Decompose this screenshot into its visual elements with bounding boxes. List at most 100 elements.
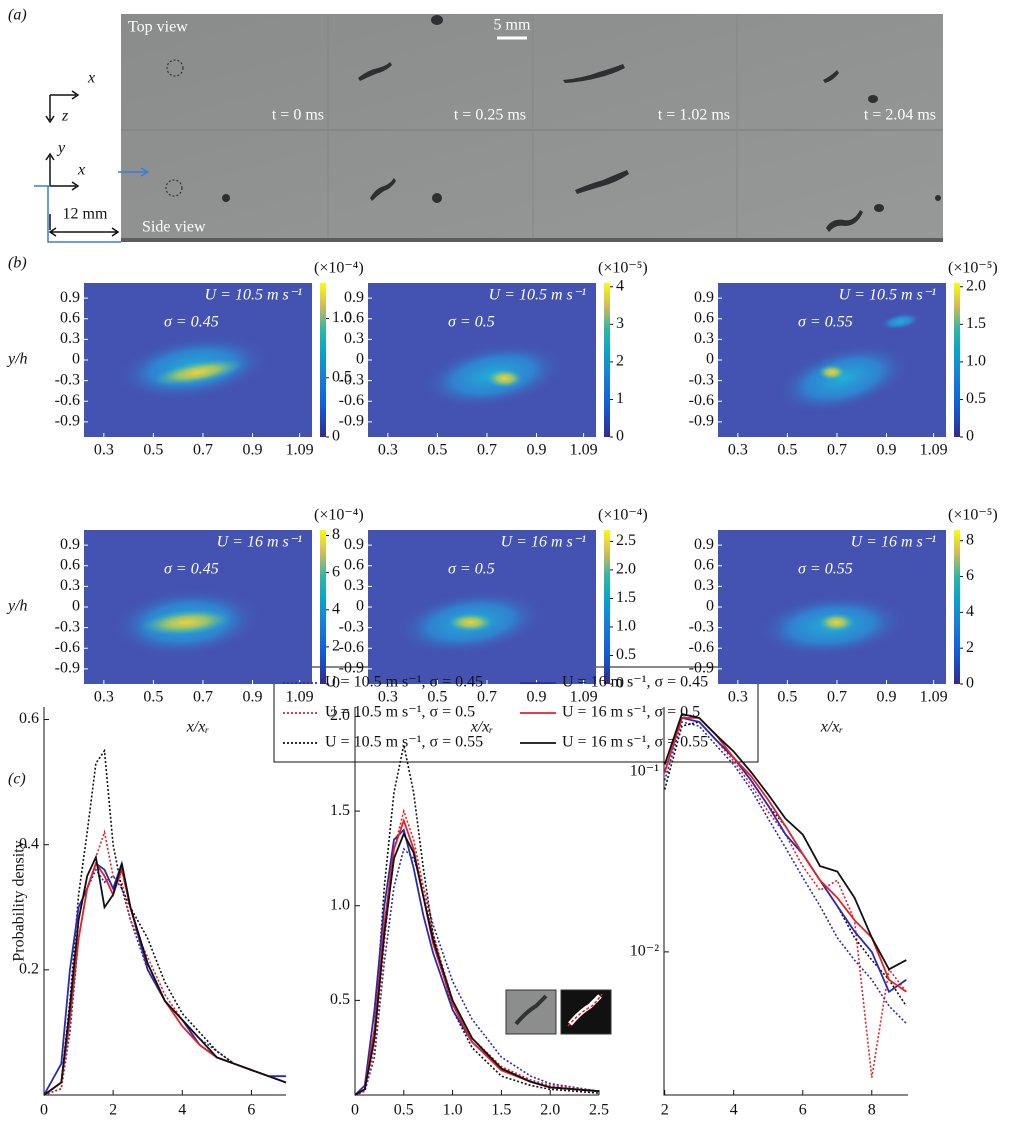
x-tick-label: 0.3	[378, 689, 398, 706]
y-tick-label: 10⁻²	[630, 943, 659, 960]
x-tick-label: 1.09	[286, 442, 314, 459]
series-line	[663, 720, 907, 1024]
y-tick-label: -0.9	[339, 660, 364, 677]
y-tick-label: 0.9	[694, 289, 714, 306]
density-blob	[141, 609, 233, 636]
time-label: t = 0 ms	[272, 107, 324, 124]
x-tick-label: 0.9	[877, 689, 897, 706]
annotation: σ = 0.5	[448, 314, 495, 331]
view-label: Side view	[142, 219, 206, 236]
colorbar-tick-label: 1.0	[616, 618, 636, 635]
colorbar-label: (×10⁻⁵)	[948, 507, 998, 524]
x-axis-label: x/xᵣ	[186, 719, 210, 736]
colorbar-tick-label: 0	[966, 675, 974, 692]
colorbar-tick-label: 2.0	[616, 561, 636, 578]
x-tick-label: 0.3	[728, 689, 748, 706]
coordinate-axes	[45, 90, 120, 237]
x-tick-label: 2.0	[540, 1102, 560, 1119]
x-tick-label: 1.09	[286, 689, 314, 706]
series-line	[663, 721, 907, 1007]
y-tick-label: -0.3	[689, 618, 714, 635]
x-tick-label: 0.3	[94, 689, 114, 706]
y-tick-label: 0.2	[19, 961, 39, 978]
inset-images	[505, 989, 612, 1035]
x-tick-label: 2	[661, 1102, 669, 1119]
y-tick-label: 0.6	[694, 556, 714, 573]
series-line	[354, 847, 600, 1096]
x-axis-label: x/xᵣ	[470, 719, 494, 736]
x-tick-label: 2	[109, 1102, 117, 1119]
time-label: t = 0.25 ms	[454, 107, 526, 124]
legend-label: U = 16 m s⁻¹, σ = 0.5	[562, 704, 700, 721]
panel-label: (b)	[8, 255, 27, 272]
y-tick-label: 0	[706, 351, 714, 368]
x-tick-label: 0.7	[477, 689, 497, 706]
x-tick-label: 1.09	[570, 442, 598, 459]
scale-bar-label: 5 mm	[494, 17, 531, 34]
y-tick-label: 0	[72, 351, 80, 368]
axis-letter: z	[61, 108, 69, 125]
colorbar	[954, 530, 960, 684]
x-tick-label: 0.3	[94, 442, 114, 459]
y-tick-label: -0.6	[339, 392, 364, 409]
x-tick-label: 0.7	[193, 689, 213, 706]
x-tick-label: 1.09	[920, 442, 948, 459]
x-tick-label: 6	[799, 1102, 807, 1119]
x-tick-label: 4	[178, 1102, 186, 1119]
colorbar-label: (×10⁻⁵)	[948, 260, 998, 277]
colorbar-tick-label: 2	[616, 353, 624, 370]
x-tick-label: 1.09	[920, 689, 948, 706]
colorbar-tick-label: 0.5	[332, 368, 352, 385]
x-tick-label: 0.3	[378, 442, 398, 459]
annotation: U = 16 m s⁻¹	[217, 534, 303, 551]
panel-label: (a)	[8, 7, 27, 24]
x-tick-label: 1.09	[570, 689, 598, 706]
density-blob	[880, 313, 921, 330]
x-tick-label: 0.7	[193, 442, 213, 459]
x-tick-label: 4	[730, 1102, 738, 1119]
x-tick-label: 0.7	[827, 442, 847, 459]
annotation: σ = 0.45	[164, 314, 219, 331]
x-tick-label: 1.5	[491, 1102, 511, 1119]
colorbar-label: (×10⁻⁴)	[314, 507, 364, 524]
colorbar-tick-label: 0	[332, 428, 340, 445]
y-tick-label: 0.9	[60, 289, 80, 306]
x-tick-label: 0.3	[728, 442, 748, 459]
axis-line	[43, 707, 286, 1096]
colorbar-tick-label: 1.5	[966, 315, 986, 332]
series-line	[663, 713, 907, 971]
colorbar-tick-label: 6	[332, 563, 340, 580]
series-line	[43, 861, 287, 1096]
series-line	[663, 716, 907, 994]
axis-letter: x	[87, 70, 95, 87]
legend-label: U = 16 m s⁻¹, σ = 0.45	[562, 674, 708, 691]
colorbar-tick-label: 0	[616, 675, 624, 692]
colorbar-tick-label: 4	[332, 600, 340, 617]
photo-strip	[121, 14, 943, 242]
x-tick-label: 0.5	[777, 442, 797, 459]
y-tick-label: 0.3	[60, 577, 80, 594]
y-tick-label: 1.0	[330, 896, 350, 913]
colorbar-label: (×10⁻⁵)	[598, 260, 648, 277]
x-tick-label: 6	[247, 1102, 255, 1119]
x-tick-label: 0.5	[143, 689, 163, 706]
time-label: t = 1.02 ms	[658, 107, 730, 124]
legend-label: U = 10.5 m s⁻¹, σ = 0.45	[325, 674, 483, 691]
colorbar-tick-label: 2.0	[966, 277, 986, 294]
y-tick-label: 0.9	[60, 536, 80, 553]
y-tick-label: 0.3	[694, 330, 714, 347]
series-line	[43, 854, 287, 1096]
annotation: σ = 0.55	[798, 314, 853, 331]
x-tick-label: 0	[40, 1102, 48, 1119]
x-tick-label: 0.5	[427, 689, 447, 706]
colorbar-tick-label: 8	[332, 526, 340, 543]
colorbar-tick-label: 1.0	[966, 353, 986, 370]
heatmap-field	[756, 594, 908, 657]
panel-label: (c)	[8, 771, 26, 788]
y-tick-label: 0	[356, 351, 364, 368]
series-line	[43, 860, 286, 1096]
colorbar-tick-label: 0.5	[966, 390, 986, 407]
colorbar-tick-label: 6	[966, 567, 974, 584]
annotation: U = 10.5 m s⁻¹	[839, 287, 937, 304]
colorbar-tick-label: 3	[616, 315, 624, 332]
